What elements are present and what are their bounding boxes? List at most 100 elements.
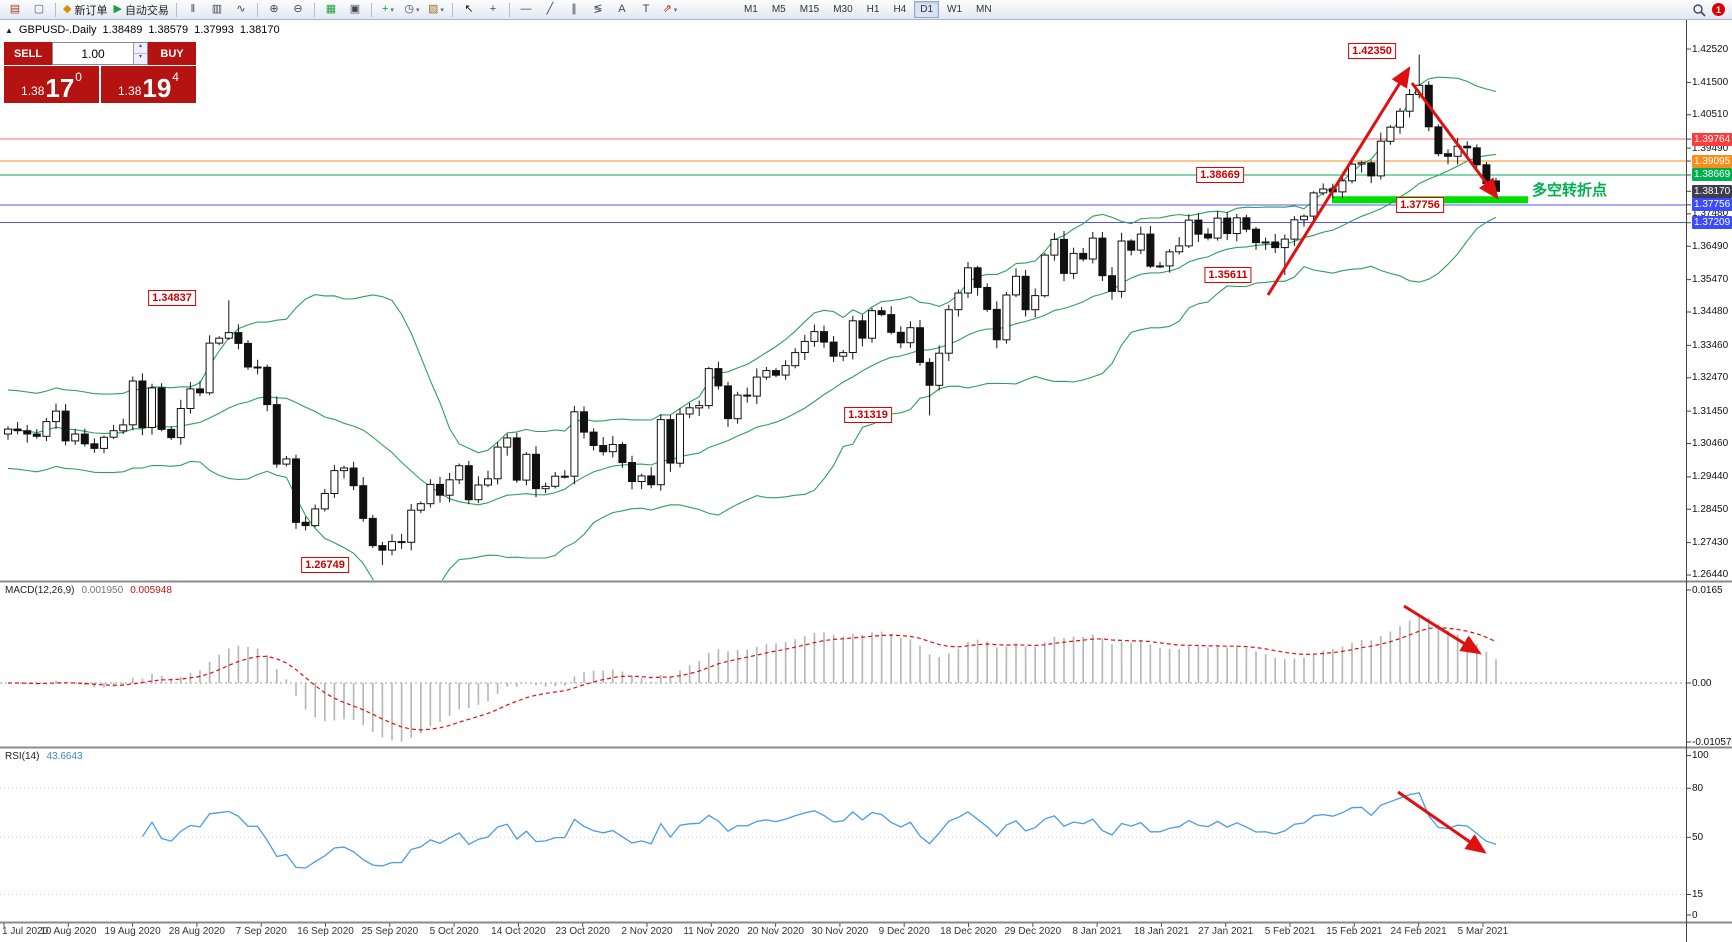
trend-arrows[interactable]	[1266, 66, 1499, 854]
notification-badge[interactable]: 1	[1712, 3, 1725, 16]
toolbar-button-periods-icon[interactable]: ◷ ▾	[400, 1, 424, 19]
ohlc-close: 1.38170	[239, 24, 280, 36]
price-label-annotation[interactable]: 1.42350	[1348, 43, 1396, 59]
fibonacci-tool-icon: ≶	[593, 3, 603, 15]
text-tool-icon: A	[618, 3, 626, 15]
date-axis-label: 19 Aug 2020	[104, 926, 161, 937]
price-axis-label: 80	[1692, 783, 1704, 794]
autotrading-icon: ▶	[113, 3, 122, 15]
toolbar-button-trendline-tool-icon[interactable]: ╱	[538, 1, 562, 19]
price-axis-label: 0	[1692, 910, 1698, 921]
macd-histogram	[16, 615, 1497, 742]
macd-name: MACD(12,26,9)	[5, 585, 75, 596]
sell-price-button[interactable]: 1.38 17 0	[4, 66, 99, 103]
toolbar-button-line-chart-mode-icon[interactable]: ∿	[229, 1, 253, 19]
new-chart-icon: ▤	[9, 3, 21, 15]
timeframe-m15[interactable]: M15	[799, 4, 820, 15]
volume-up-button[interactable]: ▴	[134, 43, 147, 54]
date-axis-label: 29 Dec 2020	[1004, 926, 1062, 937]
bar-chart-mode-icon: ‖	[190, 3, 196, 15]
price-axis-label: 50	[1692, 832, 1704, 843]
price-label-annotation[interactable]: 1.34837	[148, 290, 196, 306]
price-label-annotation[interactable]: 1.37756	[1396, 197, 1444, 213]
ohlc-low: 1.37993	[194, 24, 234, 36]
timeframe-m30[interactable]: M30	[833, 4, 853, 15]
timeframe-w1[interactable]: W1	[947, 4, 963, 15]
macd-label: MACD(12,26,9) 0.001950 0.005948	[5, 585, 172, 596]
price-axis-label: 1.26440	[1692, 569, 1729, 580]
toolbar-separator	[256, 2, 258, 17]
toolbar-button-templates-icon[interactable]: ▨ ▾	[424, 1, 448, 19]
horizontal-line-tool-icon: —	[520, 3, 532, 15]
toolbar-button-zoom-in-icon[interactable]: ⊕	[262, 1, 286, 19]
toolbar-button-bar-chart-mode-icon[interactable]: ‖	[181, 1, 205, 19]
date-axis-label: 5 Mar 2021	[1457, 926, 1509, 937]
price-label-annotation[interactable]: 1.35611	[1204, 267, 1252, 283]
date-axis-label: 1 Jul 2020	[2, 926, 49, 937]
volume-down-button[interactable]: ▾	[134, 54, 147, 64]
toolbar-button-arrows-tool-icon[interactable]: ⇗ ▾	[658, 1, 682, 19]
templates-icon: ▨	[427, 3, 439, 15]
buy-price-button[interactable]: 1.38 19 4	[101, 66, 196, 103]
price-axis-label: 1.27430	[1692, 537, 1729, 548]
price-axis-label: 1.29440	[1692, 471, 1729, 482]
date-axis-label: 9 Dec 2020	[878, 926, 930, 937]
timeframe-m5[interactable]: M5	[771, 4, 786, 15]
toolbar-button-candlestick-mode-icon[interactable]: ▥	[205, 1, 229, 19]
symbol-period: GBPUSD-.Daily	[18, 24, 97, 36]
timeframe-d1[interactable]: D1	[914, 1, 940, 18]
timeframe-m1[interactable]: M1	[743, 4, 758, 15]
timeframe-h4[interactable]: H4	[893, 4, 907, 15]
ohlc-high: 1.38579	[148, 24, 189, 36]
new-order-icon: ◆	[63, 3, 72, 15]
toolbar-button-indicators-icon[interactable]: + ▾	[376, 1, 400, 19]
date-axis-label: 5 Feb 2021	[1264, 926, 1316, 937]
sell-button[interactable]: SELL	[4, 42, 52, 65]
toolbar-button-cascade-windows-icon[interactable]: ▣	[343, 1, 367, 19]
toolbar-button-new-chart-icon[interactable]: ▤	[3, 1, 27, 19]
buy-button[interactable]: BUY	[148, 42, 196, 65]
price-axis-label: 1.38669	[1692, 168, 1732, 181]
price-axis-label: 1.37209	[1692, 216, 1732, 229]
volume-spinner: ▴ ▾	[133, 43, 147, 64]
toolbar-button-chart-profiles-icon[interactable]: ▢	[27, 1, 51, 19]
chart-profiles-icon: ▢	[33, 3, 45, 15]
candlestick-series	[4, 54, 1500, 565]
price-label-annotation[interactable]: 1.38669	[1196, 167, 1244, 183]
toolbar-button-label-tool-icon[interactable]: T	[634, 1, 658, 19]
toolbar-separator	[508, 2, 510, 17]
toolbar-button-crosshair-icon[interactable]: +	[481, 1, 505, 19]
price-axis-label: 1.34480	[1692, 306, 1729, 317]
timeframe-h1[interactable]: H1	[866, 4, 880, 15]
price-axis-label: 1.37756	[1692, 198, 1732, 211]
toolbar-button-autotrading-icon[interactable]: ▶ 自动交易	[110, 1, 171, 19]
date-axis-label: 18 Dec 2020	[940, 926, 997, 937]
new-order-label: 新订单	[74, 4, 108, 17]
macd-signal-value: 0.005948	[130, 585, 172, 596]
buy-price-point: 4	[172, 70, 179, 84]
toolbar-button-tile-windows-icon[interactable]: ▦	[319, 1, 343, 19]
toolbar-button-text-tool-icon[interactable]: A	[610, 1, 634, 19]
channel-tool-icon: ∥	[571, 3, 577, 15]
toolbar-button-fibonacci-tool-icon[interactable]: ≶	[586, 1, 610, 19]
toolbar-button-horizontal-line-tool-icon[interactable]: —	[514, 1, 538, 19]
date-axis-label: 7 Sep 2020	[235, 926, 287, 937]
price-axis-label: 1.40510	[1692, 109, 1729, 120]
toolbar-button-zoom-out-icon[interactable]: ⊖	[286, 1, 310, 19]
volume-input[interactable]	[53, 43, 133, 64]
trendline-tool-icon: ╱	[546, 3, 554, 15]
timeframe-mn[interactable]: MN	[976, 4, 992, 15]
toolbar-button-cursor-icon[interactable]: ↖	[457, 1, 481, 19]
price-label-annotation[interactable]: 1.26749	[301, 557, 349, 573]
turning-point-annotation[interactable]: 多空转折点	[1532, 182, 1608, 199]
search-icon[interactable]	[1692, 3, 1706, 17]
date-axis-label: 10 Aug 2020	[40, 926, 97, 937]
price-label-annotation[interactable]: 1.31319	[844, 407, 892, 423]
date-axis-label: 16 Sep 2020	[297, 926, 354, 937]
date-axis-label: 2 Nov 2020	[621, 926, 673, 937]
toolbar-button-new-order-icon[interactable]: ◆ 新订单	[60, 1, 110, 19]
toolbar-button-channel-tool-icon[interactable]: ∥	[562, 1, 586, 19]
oneclick-toggle-icon[interactable]: ▲	[5, 25, 13, 35]
